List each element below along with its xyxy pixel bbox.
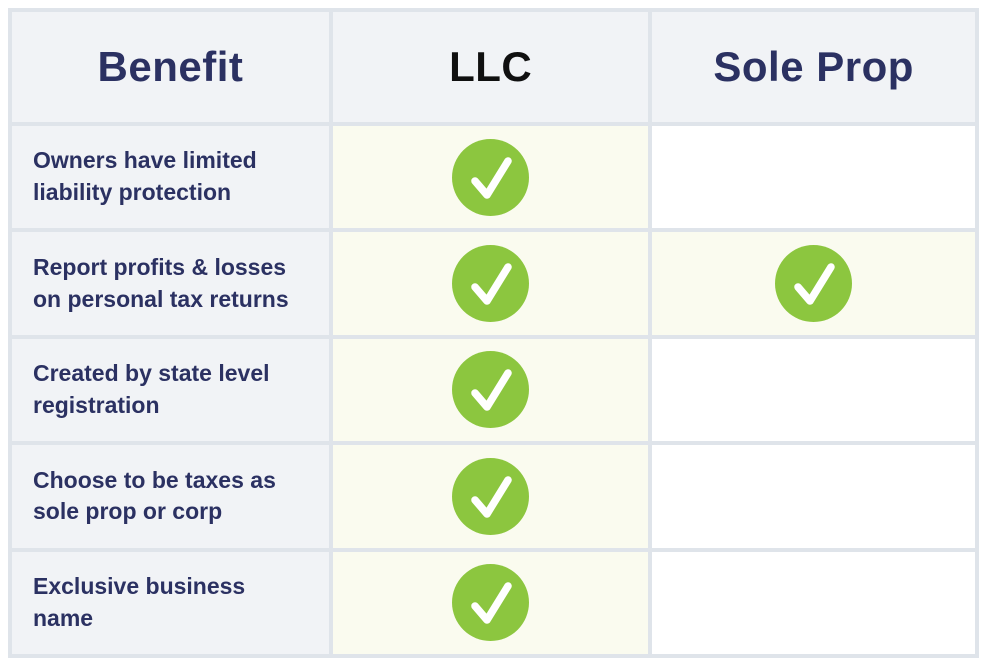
soleprop-value-cell	[652, 551, 975, 654]
column-title-llc: LLC	[449, 43, 533, 90]
benefit-label: Choose to be taxes as sole prop or corp	[33, 466, 276, 525]
column-title-benefit: Benefit	[97, 43, 244, 90]
header-cell-soleprop: Sole Prop	[652, 12, 975, 122]
soleprop-value-cell	[652, 445, 975, 548]
checkmark-icon	[452, 138, 530, 216]
soleprop-value-cell	[652, 338, 975, 442]
llc-value-cell	[332, 126, 649, 229]
benefit-cell: Report profits & losses on personal tax …	[12, 232, 329, 335]
checkmark-icon	[452, 564, 530, 642]
checkmark-icon	[452, 351, 530, 429]
benefit-cell: Created by state level registration	[12, 338, 329, 442]
llc-value-cell	[332, 232, 649, 335]
header-cell-llc: LLC	[332, 12, 649, 122]
benefit-label: Created by state level registration	[33, 360, 270, 418]
checkmark-icon	[452, 457, 530, 535]
llc-value-cell	[332, 551, 649, 654]
header-cell-benefit: Benefit	[12, 12, 329, 122]
soleprop-value-cell	[652, 126, 975, 229]
benefit-cell: Exclusive business name	[12, 551, 329, 654]
benefit-cell: Choose to be taxes as sole prop or corp	[12, 445, 329, 548]
soleprop-value-cell	[652, 232, 975, 335]
llc-value-cell	[332, 338, 649, 442]
checkmark-icon	[775, 245, 853, 323]
benefit-label: Owners have limited liability protection	[33, 147, 257, 206]
column-title-soleprop: Sole Prop	[713, 43, 914, 90]
benefit-label: Report profits & losses on personal tax …	[33, 253, 289, 312]
llc-value-cell	[332, 445, 649, 548]
benefit-label: Exclusive business name	[33, 573, 246, 631]
llc-vs-soleprop-comparison-table: Benefit LLC Sole Prop Owners have limite…	[8, 8, 979, 658]
checkmark-icon	[452, 245, 530, 323]
benefit-cell: Owners have limited liability protection	[12, 126, 329, 229]
